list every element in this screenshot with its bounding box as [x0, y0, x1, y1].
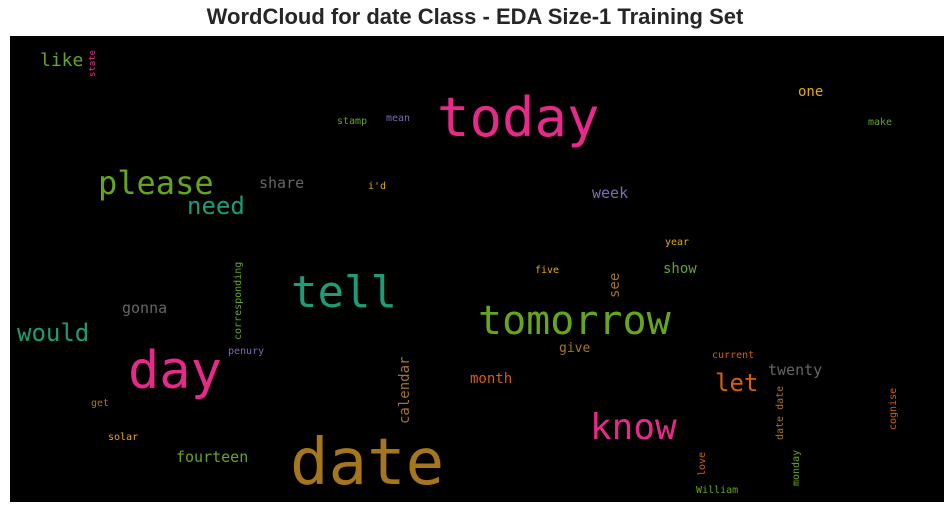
word-one: one [798, 84, 823, 100]
word-william: William [696, 485, 738, 496]
word-i-d: i'd [368, 181, 386, 192]
word-get: get [91, 398, 109, 409]
word-calendar: calendar [397, 357, 413, 424]
word-know: know [590, 407, 677, 448]
word-day: day [128, 341, 222, 401]
word-let: let [715, 369, 758, 397]
word-need: need [187, 192, 245, 220]
word-twenty: twenty [768, 361, 822, 379]
word-would: would [17, 319, 89, 347]
word-mean: mean [386, 113, 410, 124]
word-year: year [665, 237, 689, 248]
word-fourteen: fourteen [176, 448, 248, 466]
chart-title: WordCloud for date Class - EDA Size-1 Tr… [206, 4, 744, 29]
word-date: date [290, 426, 444, 500]
word-love: love [697, 452, 708, 476]
word-solar: solar [108, 432, 138, 443]
word-like: like [40, 50, 83, 71]
word-date-date: date date [775, 386, 786, 440]
word-month: month [470, 371, 512, 387]
word-gonna: gonna [122, 299, 167, 317]
word-stamp: stamp [337, 116, 367, 127]
wordcloud-canvas: date today day tomorrow tell know please would n… [10, 36, 944, 502]
word-today: today [437, 86, 600, 149]
word-week: week [592, 184, 628, 202]
word-monday: monday [791, 450, 802, 486]
word-corresponding: corresponding [233, 262, 244, 340]
word-tell: tell [291, 267, 397, 318]
wordcloud-svg: date today day tomorrow tell know please would n… [17, 50, 899, 500]
word-current: current [712, 350, 754, 361]
word-share: share [259, 174, 304, 192]
word-tomorrow: tomorrow [478, 298, 672, 344]
word-five: five [535, 265, 559, 276]
word-show: show [663, 261, 697, 277]
word-state: state [88, 50, 98, 77]
word-give: give [559, 341, 590, 356]
word-cognise: cognise [888, 388, 899, 430]
word-penury: penury [228, 346, 264, 357]
word-see: see [607, 273, 623, 298]
word-make: make [868, 117, 892, 128]
word-please: please [98, 164, 214, 202]
